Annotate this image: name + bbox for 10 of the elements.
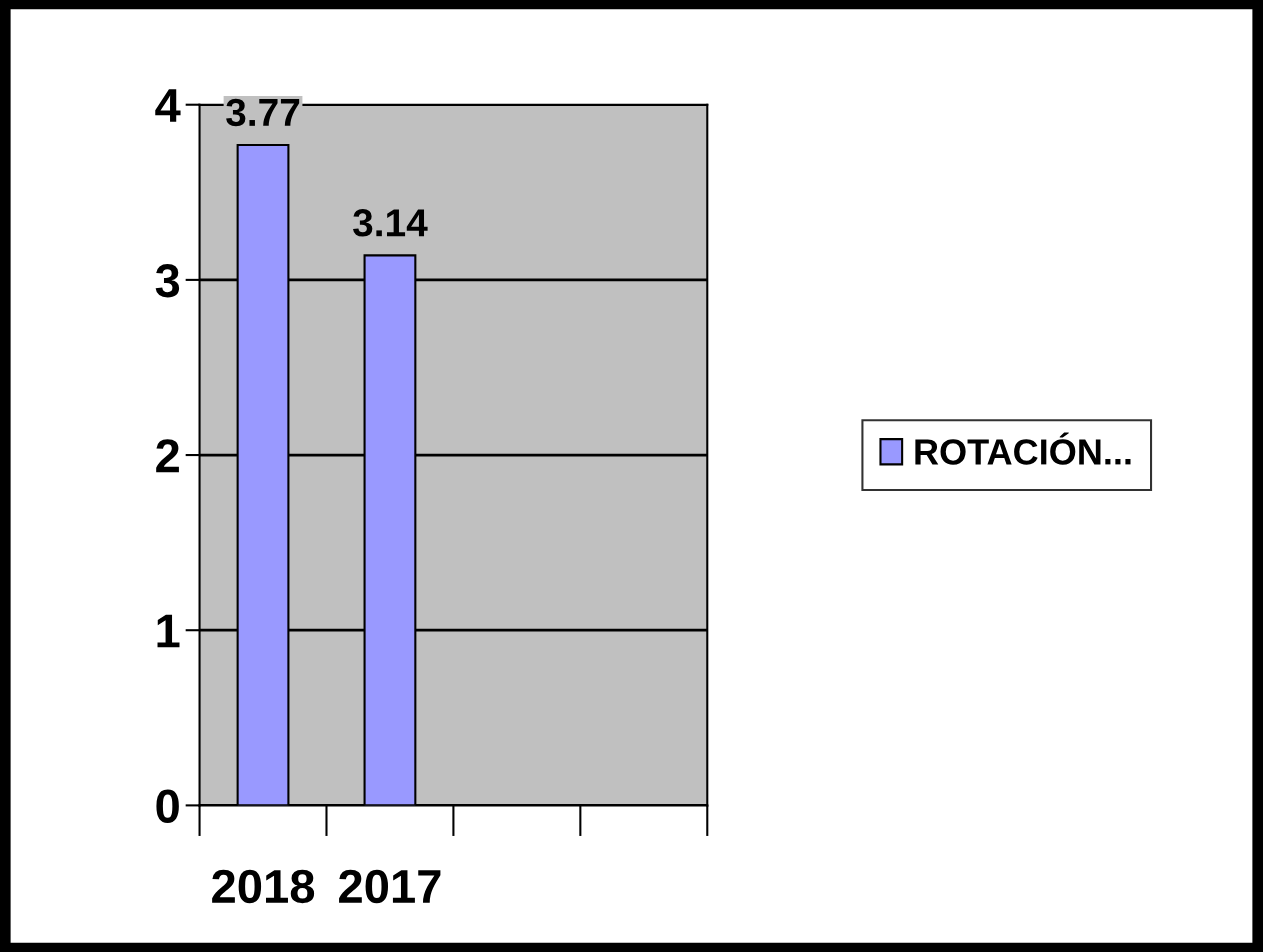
y-tick-label: 1 <box>157 614 180 648</box>
y-tick-label: 4 <box>155 89 181 122</box>
y-tick-label: 0 <box>156 789 179 823</box>
y-tick-label: 2 <box>156 439 179 473</box>
x-tick-label: 2017 <box>339 869 441 904</box>
legend-label: ROTACIÓN... <box>915 432 1131 465</box>
data-label: 3.77 <box>226 98 300 127</box>
data-label: 3.14 <box>353 209 428 237</box>
y-tick-label: 3 <box>155 264 180 298</box>
x-tick-label: 2018 <box>212 869 315 904</box>
